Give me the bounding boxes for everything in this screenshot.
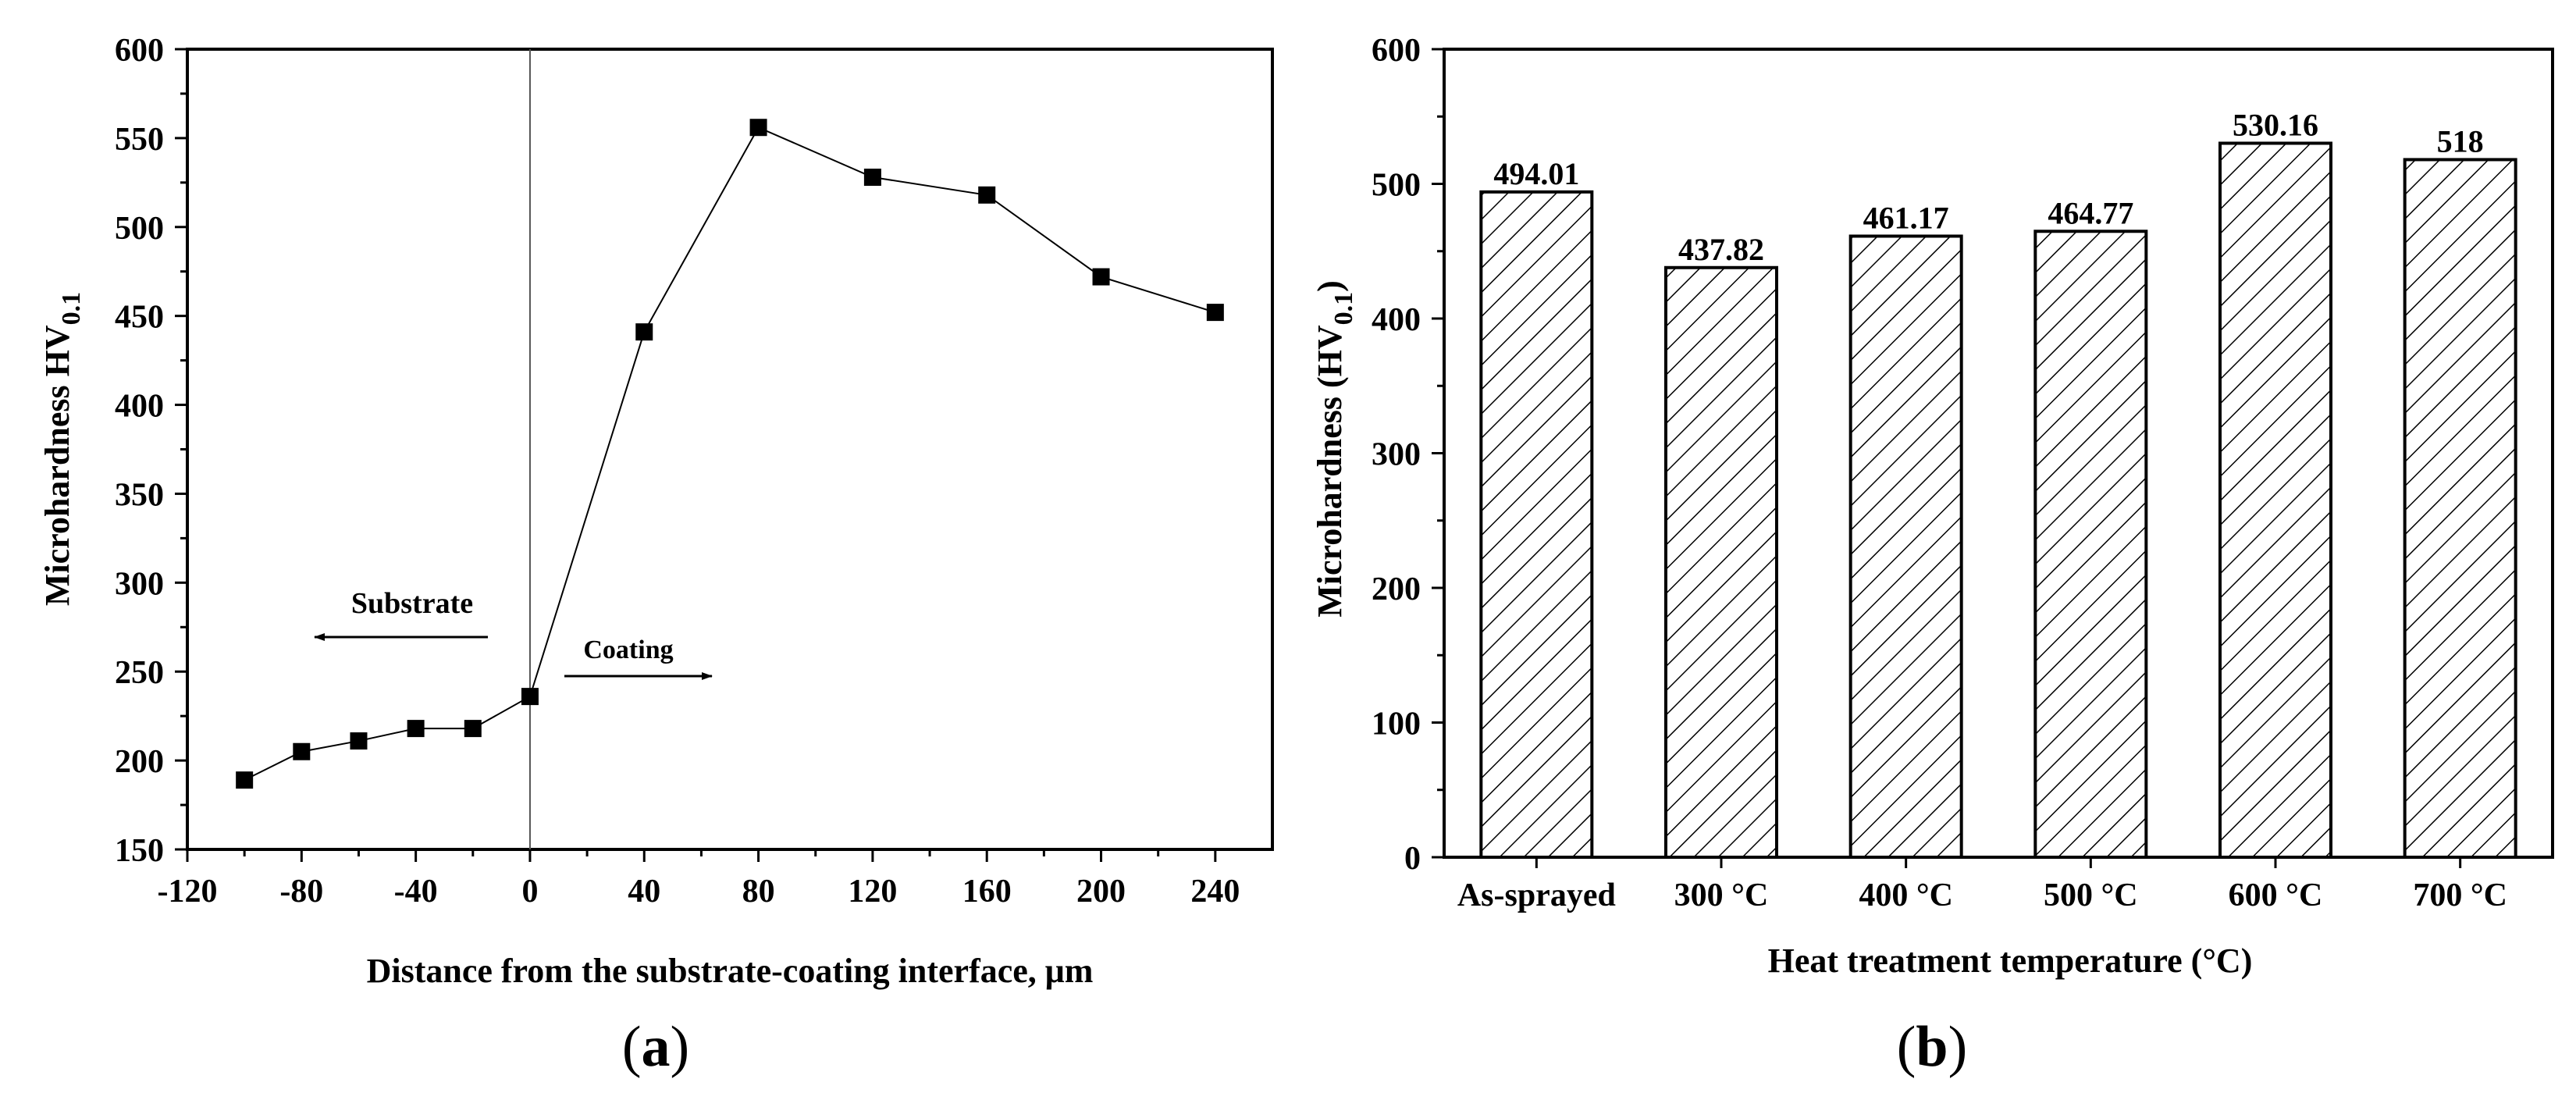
x-category-label: 400 °C: [1859, 878, 1953, 913]
panel-a-x-axis-title: Distance from the substrate-coating inte…: [367, 952, 1094, 990]
panel-a-y-axis-title: Microhardness HV0.1: [38, 292, 86, 606]
y-tick-label: 600: [115, 33, 164, 69]
panel-b-plot-frame: [1443, 48, 2554, 859]
bar: [2403, 158, 2517, 859]
bar: [2033, 230, 2148, 860]
data-point: [293, 742, 311, 760]
panel-b-y-axis-title: Microhardness (HV0.1): [1311, 280, 1358, 618]
panel-a-plot-frame: [186, 48, 1274, 851]
coating-annotation: Coating: [583, 636, 673, 664]
data-point: [863, 169, 881, 186]
x-tick-label: 200: [1076, 874, 1126, 910]
data-point: [521, 688, 539, 706]
bar-value-label: 494.01: [1493, 156, 1579, 191]
x-tick-label: -120: [158, 874, 218, 910]
panel-b-category-labels: As-sprayed 300 °C 400 °C 500 °C 600 °C 700 °C: [1457, 857, 2507, 913]
y-tick-label: 200: [115, 744, 164, 780]
panel-b-bar-chart: 0 100 200 300 400 500 600 494.01 437.82 461.17 46…: [1311, 33, 2554, 1079]
bar: [1479, 190, 1594, 859]
panel-b-y-ticks: 0 100 200 300 400 500 600: [1372, 33, 1444, 877]
panel-a-x-ticks: -120 -80 -40 0 40 80 120 160 200 240: [158, 849, 1240, 910]
y-tick-label: 300: [1372, 437, 1421, 473]
y-tick-label: 400: [1372, 302, 1421, 338]
panel-a-label: (a): [622, 1015, 689, 1079]
y-tick-label: 300: [115, 566, 164, 602]
x-tick-label: -40: [394, 874, 438, 910]
panel-a-line-chart: -120 -80 -40 0 40 80 120 160 200 240 150 200 250 300…: [38, 33, 1274, 1079]
x-tick-label: 240: [1190, 874, 1240, 910]
data-point: [350, 732, 368, 750]
data-point: [407, 720, 425, 738]
y-tick-label: 150: [115, 833, 164, 869]
y-tick-label: 500: [1372, 168, 1421, 204]
bar-value-label: 518: [2437, 123, 2484, 158]
y-tick-label: 500: [115, 211, 164, 247]
x-category-label: 500 °C: [2044, 878, 2138, 913]
x-category-label: 600 °C: [2229, 878, 2323, 913]
data-point: [1206, 304, 1224, 322]
y-tick-label: 350: [115, 477, 164, 513]
panel-b-bars: 494.01 437.82 461.17 464.77 530.16 518: [1479, 107, 2517, 860]
x-tick-label: 40: [628, 874, 660, 910]
y-tick-label: 0: [1404, 841, 1421, 877]
bar-value-label: 461.17: [1863, 200, 1949, 235]
x-category-label: 700 °C: [2413, 878, 2507, 913]
x-tick-label: 80: [742, 874, 775, 910]
x-tick-label: 120: [848, 874, 897, 910]
y-tick-label: 250: [115, 655, 164, 691]
data-point: [749, 119, 767, 137]
y-tick-label: 450: [115, 300, 164, 336]
x-tick-label: -80: [279, 874, 323, 910]
bar-value-label: 530.16: [2233, 107, 2318, 142]
x-category-label: 300 °C: [1674, 878, 1769, 913]
data-point: [464, 720, 482, 738]
y-tick-label: 550: [115, 122, 164, 158]
data-point: [635, 323, 653, 341]
bar-value-label: 437.82: [1678, 232, 1764, 267]
y-tick-label: 400: [115, 389, 164, 425]
y-tick-label: 600: [1372, 33, 1421, 69]
panel-b-label: (b): [1897, 1015, 1967, 1079]
y-tick-label: 100: [1372, 707, 1421, 742]
data-point: [236, 771, 254, 789]
bar: [1664, 265, 1778, 859]
bar: [2218, 141, 2332, 859]
substrate-annotation: Substrate: [351, 587, 473, 620]
x-tick-label: 160: [962, 874, 1012, 910]
data-point: [1092, 268, 1110, 286]
bar: [1848, 234, 1963, 859]
bar-value-label: 464.77: [2048, 195, 2133, 230]
data-point: [978, 186, 996, 204]
x-tick-label: 0: [521, 874, 538, 910]
y-tick-label: 200: [1372, 571, 1421, 607]
microhardness-line: [244, 126, 1216, 781]
panel-b-x-axis-title: Heat treatment temperature (°C): [1768, 942, 2253, 980]
panel-a-data-points: [236, 119, 1224, 789]
x-category-label: As-sprayed: [1457, 878, 1616, 913]
panel-a-y-ticks: 150 200 250 300 350 400 450 500 550 600: [115, 33, 187, 869]
